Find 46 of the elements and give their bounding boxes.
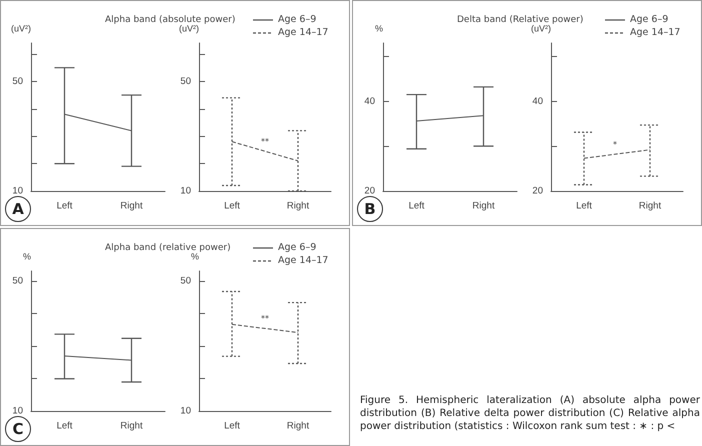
text: A — [5, 196, 31, 222]
y-axis-title: (uV²) — [11, 24, 31, 34]
text: Age 14–17 — [278, 255, 328, 266]
y-tick-label: 10 — [12, 406, 23, 416]
x-tick-label: Left — [408, 200, 425, 212]
caption: Figure 5. Hemispheric lateralization (A) absolute alpha power distribution (B) Relative delta power distribution (C) Relative alpha power distribution (statistics : Wilcoxon rank sum test : ∗ : p < — [360, 394, 700, 433]
chart-title: Alpha band (absolute power) — [105, 15, 236, 25]
y-axis-title: (uV²) — [531, 24, 551, 34]
y-tick-label: 50 — [12, 76, 23, 87]
legend-label: Age 6–9 — [630, 14, 668, 25]
text: C — [5, 416, 31, 442]
legend-label: Age 6–9 — [278, 242, 316, 253]
y-axis-title: % — [190, 252, 199, 262]
y-tick-label: 10 — [12, 186, 23, 196]
y-tick-label: 50 — [12, 275, 23, 286]
x-tick-label: Right — [638, 200, 662, 212]
text: B — [357, 196, 383, 222]
x-tick-label: Right — [286, 420, 310, 432]
y-tick-label: 10 — [180, 406, 191, 416]
y-tick-label: 50 — [180, 76, 191, 87]
y-tick-label: 50 — [180, 275, 191, 286]
x-tick-label: Left — [56, 200, 73, 212]
chart-title: Alpha band (relative power) — [105, 243, 231, 253]
x-tick-label: Left — [224, 420, 240, 432]
x-tick-label: Right — [120, 200, 143, 212]
x-tick-label: Right — [120, 420, 143, 432]
x-tick-label: Left — [576, 200, 592, 212]
x-tick-label: Right — [472, 200, 495, 212]
y-tick-label: 20 — [532, 186, 543, 196]
annotation: ** — [261, 314, 269, 324]
x-tick-label: Left — [56, 420, 73, 432]
annotation: ** — [261, 137, 269, 146]
text: Age 14–17 — [630, 27, 680, 38]
y-tick-label: 20 — [364, 186, 375, 196]
y-tick-label: 10 — [180, 186, 191, 196]
x-tick-label: Left — [224, 200, 240, 212]
y-axis-title: (uV²) — [179, 24, 199, 34]
y-tick-label: 40 — [364, 96, 375, 107]
y-axis-title: % — [374, 24, 383, 34]
legend-label: Age 6–9 — [278, 14, 316, 25]
y-tick-label: 40 — [532, 96, 543, 107]
text: Age 14–17 — [278, 27, 328, 38]
annotation: * — [613, 140, 617, 149]
x-tick-label: Right — [286, 200, 310, 212]
y-axis-title: % — [22, 252, 31, 262]
chart-title: Delta band (Relative power) — [457, 15, 584, 25]
